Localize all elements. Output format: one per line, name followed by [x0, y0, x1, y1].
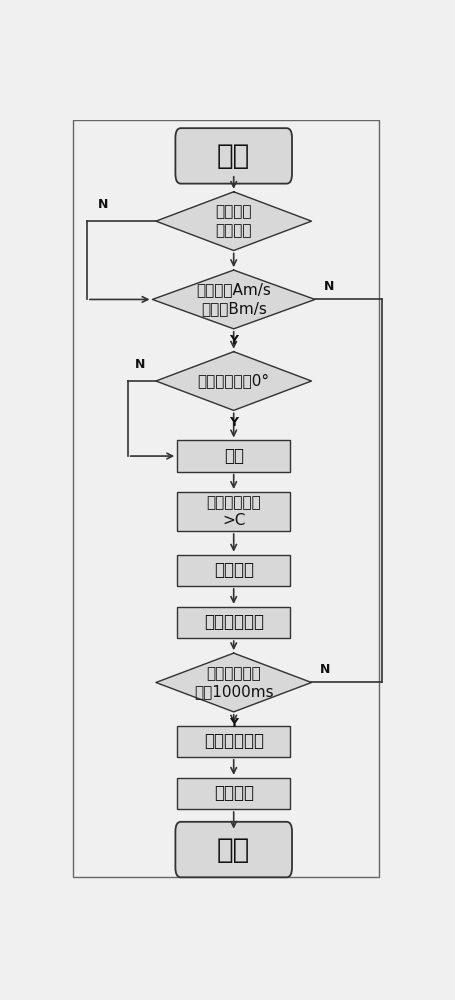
Text: Y: Y	[229, 416, 238, 429]
Text: 主轴制动: 主轴制动	[213, 561, 253, 579]
Bar	[177, 726, 290, 757]
Text: 数据记录处理: 数据记录处理	[203, 613, 263, 631]
FancyBboxPatch shape	[175, 822, 291, 877]
Text: 平均风向不为0°: 平均风向不为0°	[197, 374, 269, 389]
Text: N: N	[323, 280, 334, 293]
Text: 结束: 结束	[217, 836, 250, 864]
FancyBboxPatch shape	[175, 128, 291, 184]
Polygon shape	[156, 653, 311, 712]
Text: 风速大于Am/s
且小于Bm/s: 风速大于Am/s 且小于Bm/s	[196, 283, 271, 316]
Text: Y: Y	[229, 334, 238, 347]
Text: N: N	[135, 358, 145, 371]
Bar	[177, 555, 290, 586]
Bar	[177, 778, 290, 809]
Text: 对风: 对风	[223, 447, 243, 465]
Text: N: N	[319, 663, 330, 676]
Bar	[177, 440, 290, 472]
Polygon shape	[156, 352, 311, 410]
Polygon shape	[156, 192, 311, 251]
Text: 开始: 开始	[217, 142, 250, 170]
Polygon shape	[152, 270, 314, 329]
Text: Y: Y	[229, 717, 238, 730]
Text: 主轴制动刹车
到位1000ms: 主轴制动刹车 到位1000ms	[193, 666, 273, 699]
Text: 判断刹车状态: 判断刹车状态	[203, 732, 263, 750]
Text: N: N	[97, 198, 108, 211]
Bar	[177, 492, 290, 531]
Bar	[177, 607, 290, 638]
Text: 需要主轴
制动测试: 需要主轴 制动测试	[215, 204, 252, 238]
Bar	[73, 120, 378, 877]
Text: 松开刹车: 松开刹车	[213, 784, 253, 802]
Text: 等待风轮转速
>C: 等待风轮转速 >C	[206, 495, 261, 528]
